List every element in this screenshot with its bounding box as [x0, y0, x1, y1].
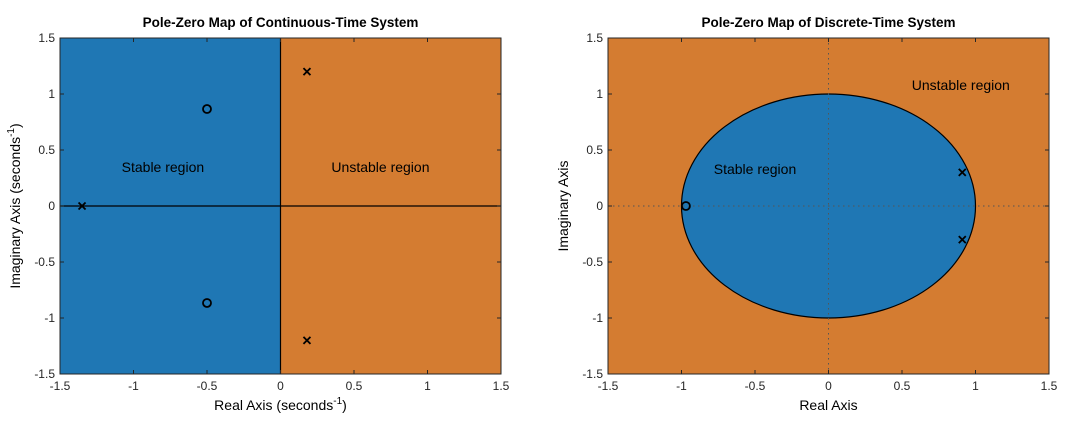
x-tick-label: -0.5: [745, 379, 766, 393]
x-axis-label: Real Axis (seconds-1): [214, 396, 347, 413]
region-label: Unstable region: [912, 77, 1010, 93]
plot-area: [60, 38, 501, 374]
y-tick-label: 1.5: [38, 31, 55, 45]
x-tick-label: -0.5: [197, 379, 218, 393]
zero-marker: [681, 201, 691, 211]
x-tick-label: 1: [424, 379, 431, 393]
y-tick-label: -1.5: [34, 367, 55, 381]
x-axis-label: Real Axis: [799, 397, 857, 413]
zero-marker: [202, 298, 212, 308]
chart-title: Pole-Zero Map of Continuous-Time System: [143, 15, 419, 30]
x-tick-label: 0: [277, 379, 284, 393]
y-tick-label: 1.5: [586, 31, 603, 45]
zero-marker: [202, 104, 212, 114]
x-tick-label: 0.5: [346, 379, 363, 393]
continuous-pole-zero-chart: Stable region Unstable region -1.5 -1 -0.5 0 0…: [6, 15, 510, 413]
x-tick-label: 0.5: [894, 379, 911, 393]
region-label: Stable region: [714, 161, 797, 177]
region-label: Unstable region: [331, 159, 429, 175]
pole-marker: [958, 168, 967, 177]
x-tick-label: -1: [128, 379, 139, 393]
x-tick-label: -1.5: [598, 379, 619, 393]
y-tick-label: 0.5: [38, 143, 55, 157]
pole-marker: [302, 67, 312, 76]
pole-marker: [302, 336, 312, 345]
x-tick-label: 1: [972, 379, 979, 393]
y-tick-label: -1.5: [582, 367, 603, 381]
y-tick-label: 0.5: [586, 143, 603, 157]
pole-marker: [958, 235, 967, 244]
discrete-pole-zero-chart: Stable region Unstable region -1.5 -1 -0.5 0 0…: [555, 15, 1058, 413]
x-tick-label: -1.5: [50, 379, 71, 393]
y-tick-label: -1: [592, 311, 603, 325]
y-tick-label: 1: [48, 87, 55, 101]
x-tick-label: 1.5: [493, 379, 510, 393]
y-axis-label: Imaginary Axis: [555, 160, 571, 251]
pole-marker: [77, 201, 87, 211]
y-axis-label: Imaginary Axis (seconds-1): [6, 123, 23, 288]
y-tick-label: -0.5: [582, 255, 603, 269]
y-tick-label: 1: [596, 87, 603, 101]
region-label: Stable region: [122, 159, 205, 175]
y-tick-label: -0.5: [34, 255, 55, 269]
y-tick-label: -1: [44, 311, 55, 325]
x-tick-label: -1: [676, 379, 687, 393]
chart-title: Pole-Zero Map of Discrete-Time System: [701, 15, 955, 30]
y-tick-label: 0: [48, 199, 55, 213]
x-tick-label: 1.5: [1041, 379, 1058, 393]
y-tick-label: 0: [596, 199, 603, 213]
x-tick-label: 0: [825, 379, 832, 393]
